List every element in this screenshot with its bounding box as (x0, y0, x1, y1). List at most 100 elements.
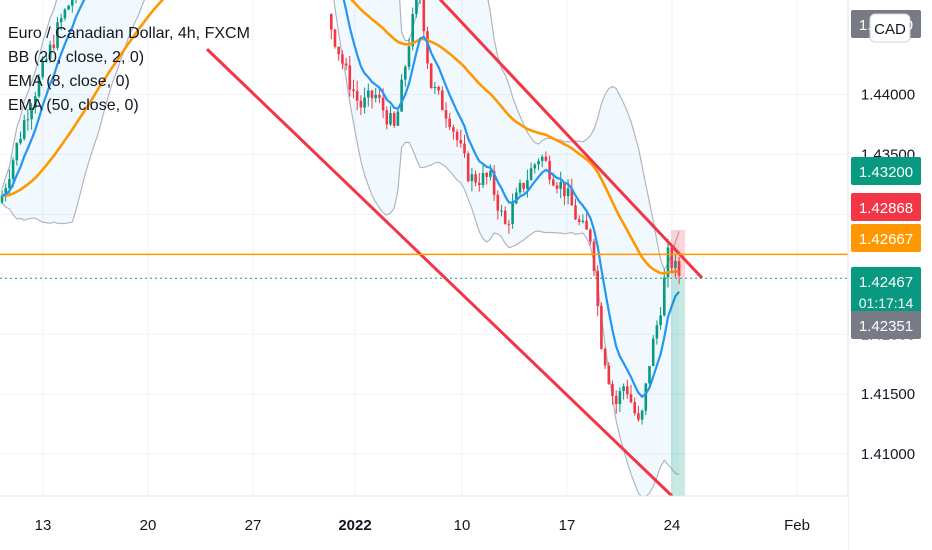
candle-body (511, 203, 514, 224)
candle-90 (481, 165, 485, 189)
candle-body (478, 182, 481, 186)
candle-body (563, 182, 566, 197)
candle-93 (492, 164, 496, 201)
candle-body (30, 107, 33, 120)
candle-body (670, 247, 673, 268)
candle-116 (577, 215, 581, 226)
candle-body (56, 22, 59, 48)
candle-body (574, 205, 577, 220)
candle-body (526, 180, 529, 189)
candle-141 (670, 244, 673, 273)
candle-66 (392, 111, 396, 128)
candle-body (663, 277, 666, 316)
price-tag-bg (851, 224, 921, 252)
candle-1 (4, 183, 7, 202)
candle-body (455, 131, 459, 141)
candle-5 (19, 131, 22, 145)
ema8-line (1, 0, 680, 399)
candle-142 (674, 253, 677, 278)
candle-body (655, 325, 659, 339)
candle-body (548, 160, 551, 180)
candle-body (633, 402, 636, 414)
candle-body (378, 94, 381, 98)
candle-8 (30, 103, 33, 130)
candle-body (596, 270, 599, 307)
candle-100 (518, 179, 522, 196)
indicator-ema50[interactable]: EMA (50, close, 0) (8, 97, 139, 114)
price-tag-bg (851, 157, 921, 185)
candles (0, 0, 681, 425)
candle-75 (426, 26, 429, 69)
candle-58 (363, 87, 366, 114)
candle-124 (607, 361, 611, 385)
candle-body (52, 44, 56, 48)
candle-122 (600, 302, 603, 350)
candle-body (45, 59, 48, 61)
candle-137 (655, 320, 659, 345)
candle-12 (45, 55, 48, 63)
candle-body (622, 386, 625, 392)
candle-body (341, 54, 344, 64)
candle-body (63, 9, 67, 19)
candle-body (404, 66, 407, 80)
candle-78 (437, 85, 440, 95)
candle-body (500, 210, 503, 212)
candle-body (529, 168, 533, 181)
candle-body (552, 179, 555, 186)
bb-upper-line (1, 0, 680, 271)
candle-10 (37, 73, 41, 99)
candle-body (666, 247, 670, 278)
candle-76 (429, 63, 433, 89)
candle-82 (452, 124, 455, 140)
indicator-bb[interactable]: BB (20, close, 2, 0) (8, 49, 145, 66)
candle-body (367, 90, 370, 98)
chart-legend: Euro / Canadian Dollar, 4h, FXCM BB (20,… (8, 22, 250, 118)
candle-body (570, 188, 574, 206)
currency-button-label: CAD (874, 21, 906, 38)
channel-upper-line (438, 0, 704, 279)
candle-body (544, 156, 548, 161)
candle-body (592, 241, 596, 271)
candle-body (644, 383, 648, 411)
channel-lower-line (205, 48, 674, 498)
candle-body (385, 110, 389, 125)
candle-64 (385, 106, 389, 130)
indicator-ema8[interactable]: EMA (8, close, 0) (8, 73, 130, 90)
candle-81 (448, 112, 451, 131)
candle-body (381, 97, 385, 111)
candle-body (352, 89, 355, 92)
currency-button[interactable]: CAD (869, 13, 911, 43)
candle-56 (355, 80, 359, 111)
candle-131 (633, 397, 636, 416)
candle-96 (503, 206, 507, 225)
candle-body (481, 172, 485, 186)
candle-139 (663, 269, 666, 317)
candle-body (396, 111, 400, 126)
candle-body (441, 90, 444, 111)
trend-channel[interactable] (205, 0, 704, 498)
price-tag-upper-band: 1.43200 (851, 157, 921, 185)
candle-body (437, 86, 440, 91)
price-tag-text: 1.42351 (859, 318, 913, 335)
candle-57 (359, 95, 363, 116)
candle-69 (404, 64, 407, 87)
candle-134 (644, 382, 648, 415)
candle-body (537, 160, 540, 165)
x-tick-label: 20 (140, 517, 157, 534)
price-tag-bg (851, 311, 921, 339)
candle-body (540, 156, 544, 161)
candle-14 (52, 34, 56, 51)
candle-body (8, 179, 11, 189)
candle-body (11, 160, 15, 180)
candle-body (37, 76, 41, 97)
candle-136 (651, 335, 655, 367)
candle-114 (570, 178, 574, 206)
candle-53 (344, 57, 348, 71)
candle-body (59, 18, 63, 23)
candle-body (452, 127, 455, 132)
candle-6 (22, 114, 26, 141)
candle-body (429, 63, 433, 89)
candle-133 (640, 409, 644, 425)
candle-body (415, 0, 418, 14)
